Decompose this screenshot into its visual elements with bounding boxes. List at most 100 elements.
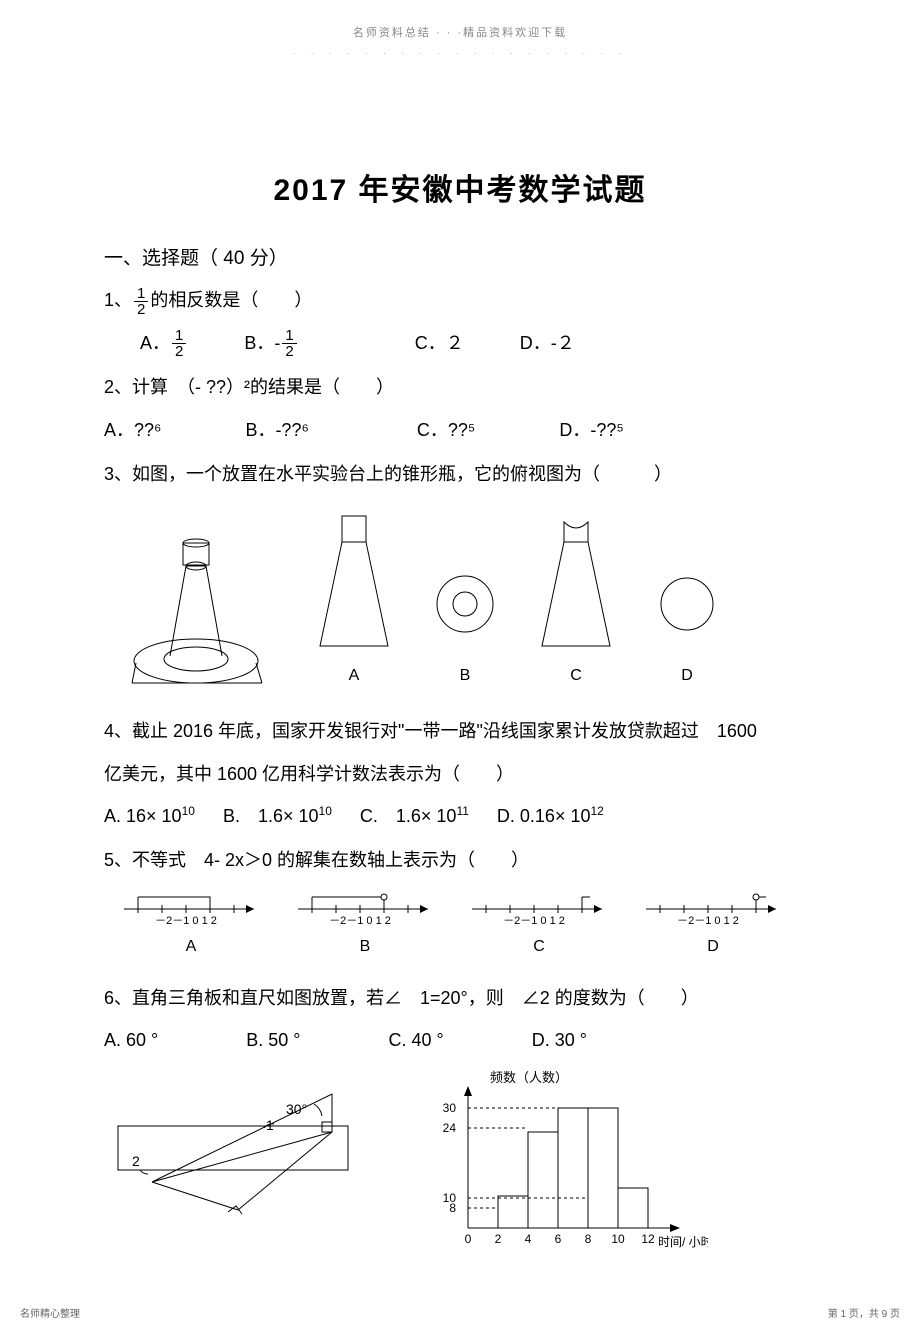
q6-opt-a: A. 60 ° — [104, 1024, 158, 1056]
q6-options: A. 60 ° B. 50 ° C. 40 ° D. 30 ° — [104, 1024, 816, 1056]
opt-label: B. 1.6× 10 — [223, 806, 319, 826]
exponent: 10 — [319, 804, 332, 818]
flask-diagram — [128, 531, 278, 691]
svg-text:8: 8 — [449, 1201, 456, 1215]
option-label: B — [460, 662, 471, 691]
frequency-bar-chart: 频数（人数） 30 24 10 8 — [428, 1068, 708, 1258]
exponent: 11 — [456, 804, 468, 818]
page-footer: 名师精心整理 第 1 页，共 9 页 — [0, 1298, 920, 1342]
option-label: D — [707, 933, 719, 962]
opt-label: D. 0.16× 10 — [497, 806, 591, 826]
option-label: B — [360, 933, 371, 962]
q4-options: A. 16× 1010 B. 1.6× 1010 C. 1.6× 1011 D.… — [104, 800, 816, 832]
svg-text:－2－1 0 1 2: －2－1 0 1 2 — [155, 915, 217, 927]
x-axis-label: 时间/ 小时 — [658, 1235, 708, 1249]
opt-label: C. 1.6× 10 — [360, 806, 457, 826]
fraction-icon: 12 — [134, 286, 148, 317]
circle-icon — [652, 506, 722, 656]
svg-text:10: 10 — [611, 1232, 625, 1246]
fraction-icon: 12 — [282, 328, 296, 359]
q2-opt-c: C．??⁵ — [417, 414, 475, 446]
q2-opt-d: D．-??⁵ — [559, 414, 623, 446]
q4-opt-a: A. 16× 1010 — [104, 800, 195, 832]
q4-opt-c: C. 1.6× 1011 — [360, 800, 469, 832]
q4-opt-d: D. 0.16× 1012 — [497, 800, 604, 832]
svg-text:8: 8 — [585, 1232, 592, 1246]
q3-opt-a-fig: A — [310, 506, 398, 691]
q4-opt-b: B. 1.6× 1010 — [223, 800, 332, 832]
angle-2-label: 2 — [132, 1153, 140, 1169]
q1-prefix: 1、 — [104, 290, 132, 310]
q2-opt-a: A．??⁶ — [104, 414, 161, 446]
q6-figures: 30° 1 2 频数（人数） 30 24 10 8 — [108, 1068, 816, 1258]
frac-num: 1 — [134, 286, 148, 302]
svg-text:24: 24 — [443, 1121, 457, 1135]
q5-numlines: －2－1 0 1 2 A －2－1 0 1 2 B — [116, 887, 816, 962]
y-axis-label: 频数（人数） — [490, 1070, 568, 1085]
q1-opt-d: D．-２ — [520, 327, 575, 360]
concentric-circles-icon — [430, 506, 500, 656]
opt-label: A． — [140, 333, 170, 353]
svg-text:12: 12 — [641, 1232, 655, 1246]
question-4-line1: 4、截止 2016 年底，国家开发银行对"一带一路"沿线国家累计发放贷款超过 1… — [104, 715, 816, 747]
option-label: A — [349, 662, 360, 691]
opt-label: B．- — [244, 333, 280, 353]
header-meta: 名师资料总结 · · ·精品资料欢迎下载 · · · · · · · · · ·… — [0, 0, 920, 64]
svg-text:－2－1 0 1 2: －2－1 0 1 2 — [503, 915, 565, 927]
q6-opt-d: D. 30 ° — [532, 1024, 587, 1056]
footer-right: 第 1 页，共 9 页 — [828, 1306, 900, 1324]
q1-opt-c: C．２ — [415, 327, 464, 360]
option-label: D — [681, 662, 693, 691]
concave-top-trapezoid-icon — [532, 506, 620, 656]
svg-text:－2－1 0 1 2: －2－1 0 1 2 — [677, 915, 739, 927]
frac-num: 1 — [282, 328, 296, 344]
numberline-icon: －2－1 0 1 2 — [464, 887, 614, 927]
q3-opt-b-fig: B — [430, 506, 500, 691]
q3-opt-d-fig: D — [652, 506, 722, 691]
svg-text:0: 0 — [465, 1232, 472, 1246]
question-5: 5、不等式 4- 2x＞0 的解集在数轴上表示为（ ） — [104, 844, 816, 876]
q2-opt-b: B．-??⁶ — [245, 414, 308, 446]
option-label: C — [570, 662, 582, 691]
fraction-icon: 12 — [172, 328, 186, 359]
q6-opt-b: B. 50 ° — [246, 1024, 300, 1056]
frac-den: 2 — [134, 302, 148, 317]
header-text: 名师资料总结 · · ·精品资料欢迎下载 — [353, 27, 567, 39]
header-dots: · · · · · · · · · · · · · · · · · · · — [292, 48, 627, 59]
svg-text:－2－1 0 1 2: －2－1 0 1 2 — [329, 915, 391, 927]
triangle-ruler-diagram: 30° 1 2 — [108, 1068, 368, 1218]
question-6: 6、直角三角板和直尺如图放置，若∠ 1=20°，则 ∠2 的度数为（ ） — [104, 982, 816, 1014]
angle-30-label: 30° — [286, 1101, 307, 1117]
frac-num: 1 — [172, 328, 186, 344]
page-title: 2017 年安徽中考数学试题 — [104, 164, 816, 218]
option-label: A — [186, 933, 197, 962]
q6-opt-c: C. 40 ° — [388, 1024, 443, 1056]
numberline-icon: －2－1 0 1 2 — [638, 887, 788, 927]
numberline-icon: －2－1 0 1 2 — [290, 887, 440, 927]
q5-a: －2－1 0 1 2 A — [116, 887, 266, 962]
section-heading: 一、选择题（ 40 分） — [104, 242, 816, 276]
footer-left: 名师精心整理 — [20, 1306, 80, 1324]
q5-b: －2－1 0 1 2 B — [290, 887, 440, 962]
q3-figures: A B C D — [128, 506, 816, 691]
question-4-line2: 亿美元，其中 1600 亿用科学计数法表示为（ ） — [104, 758, 816, 790]
q3-opt-c-fig: C — [532, 506, 620, 691]
q1-opt-a: A．12 — [140, 327, 188, 360]
q1-suffix: 的相反数是（ ） — [150, 290, 312, 310]
svg-text:2: 2 — [495, 1232, 502, 1246]
exponent: 10 — [182, 804, 195, 818]
q3-flask — [128, 531, 278, 691]
q1-opt-b: B．-12 — [244, 327, 298, 360]
q5-c: －2－1 0 1 2 C — [464, 887, 614, 962]
question-2: 2、计算 （- ??）²的结果是（ ） — [104, 371, 816, 403]
svg-text:4: 4 — [525, 1232, 532, 1246]
opt-label: A. 16× 10 — [104, 806, 182, 826]
option-label: C — [533, 933, 545, 962]
frac-den: 2 — [172, 344, 186, 359]
svg-text:30: 30 — [443, 1101, 457, 1115]
q1-options: A．12 B．-12 C．２ D．-２ — [104, 327, 816, 360]
question-3: 3、如图，一个放置在水平实验台上的锥形瓶，它的俯视图为（ ） — [104, 458, 816, 490]
numberline-icon: －2－1 0 1 2 — [116, 887, 266, 927]
trapezoid-icon — [310, 506, 398, 656]
q2-options: A．??⁶ B．-??⁶ C．??⁵ D．-??⁵ — [104, 414, 816, 446]
